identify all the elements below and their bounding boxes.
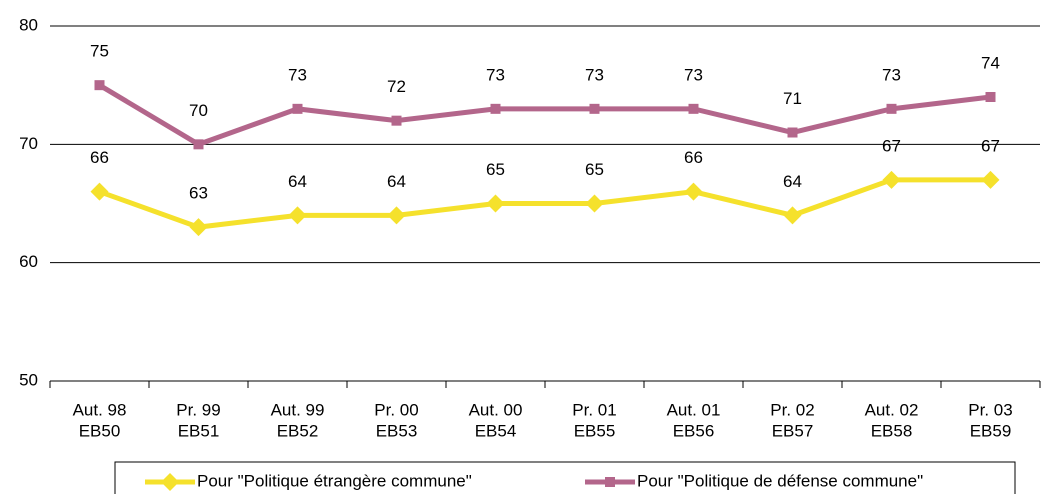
- data-label: 66: [90, 148, 109, 167]
- x-tick-label: Pr. 03: [968, 400, 1012, 419]
- data-label: 66: [684, 148, 703, 167]
- series-line: [98, 83, 991, 148]
- data-label: 71: [783, 89, 802, 108]
- point: [189, 218, 208, 237]
- point: [783, 206, 802, 225]
- point: [688, 103, 699, 114]
- y-tick-label: 60: [19, 252, 38, 271]
- point: [981, 170, 1000, 189]
- data-label: 65: [585, 160, 604, 179]
- data-label: 63: [189, 184, 208, 203]
- data-label: 73: [486, 65, 505, 84]
- x-tick-label: EB58: [871, 421, 913, 440]
- point: [161, 473, 179, 491]
- legend-label: Pour "Politique de défense commune": [637, 471, 923, 490]
- point: [882, 170, 901, 189]
- point: [193, 139, 204, 150]
- point: [985, 92, 996, 102]
- x-tick-label: Aut. 00: [469, 400, 523, 419]
- point: [288, 206, 307, 225]
- series-line: [98, 177, 991, 230]
- data-label: 67: [981, 136, 1000, 155]
- x-tick-label: EB54: [475, 421, 517, 440]
- data-label: 70: [189, 101, 208, 120]
- y-tick-label: 80: [19, 15, 38, 34]
- x-tick-label: Aut. 01: [667, 400, 721, 419]
- point: [490, 103, 501, 114]
- x-tick-label: EB51: [178, 421, 220, 440]
- x-tick-label: Pr. 01: [572, 400, 616, 419]
- point: [486, 194, 505, 213]
- x-tick-label: EB59: [970, 421, 1012, 440]
- data-label: 73: [585, 65, 604, 84]
- y-tick-label: 70: [19, 134, 38, 153]
- point: [605, 477, 615, 487]
- y-tick-label: 50: [19, 370, 38, 389]
- point: [886, 103, 897, 114]
- data-label: 74: [981, 53, 1000, 72]
- point: [684, 182, 703, 201]
- data-label: 64: [288, 172, 307, 191]
- point: [787, 127, 798, 138]
- point: [589, 103, 600, 114]
- x-tick-label: Aut. 99: [271, 400, 325, 419]
- data-label: 75: [90, 42, 109, 61]
- x-tick-label: EB53: [376, 421, 418, 440]
- data-label: 72: [387, 77, 406, 96]
- x-tick-label: Pr. 99: [176, 400, 220, 419]
- point: [387, 206, 406, 225]
- point: [292, 103, 303, 114]
- point: [585, 194, 604, 213]
- x-tick-label: EB55: [574, 421, 616, 440]
- x-tick-label: EB52: [277, 421, 319, 440]
- legend-box: [114, 461, 1016, 494]
- x-tick-label: EB56: [673, 421, 715, 440]
- data-label: 73: [684, 65, 703, 84]
- point: [391, 115, 402, 126]
- data-label: 64: [387, 172, 406, 191]
- data-label: 73: [882, 65, 901, 84]
- x-tick-label: Aut. 98: [73, 400, 127, 419]
- x-tick-label: EB57: [772, 421, 814, 440]
- point: [90, 182, 109, 201]
- data-label: 73: [288, 65, 307, 84]
- x-tick-label: EB50: [79, 421, 121, 440]
- data-label: 65: [486, 160, 505, 179]
- data-label: 64: [783, 172, 802, 191]
- x-tick-label: Pr. 02: [770, 400, 814, 419]
- x-tick-label: Pr. 00: [374, 400, 418, 419]
- x-tick-label: Aut. 02: [865, 400, 919, 419]
- legend-label: Pour "Politique étrangère commune": [197, 471, 472, 490]
- point: [94, 80, 105, 91]
- data-label: 67: [882, 136, 901, 155]
